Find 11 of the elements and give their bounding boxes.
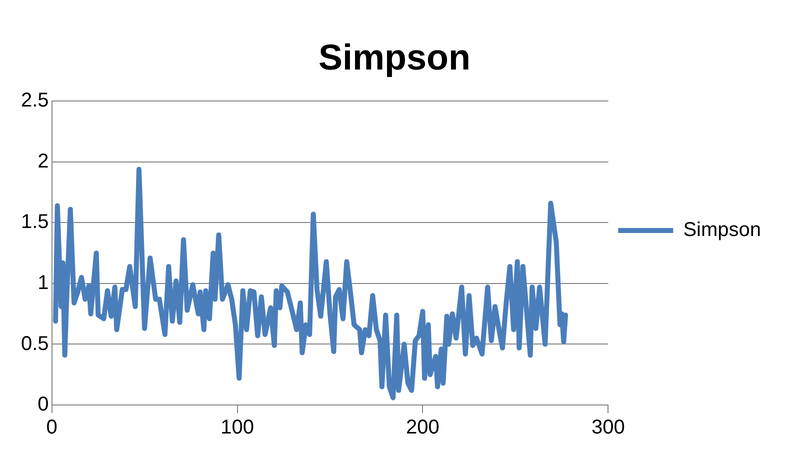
y-tick-label: 2 (38, 150, 49, 172)
y-tick-label: 2.5 (20, 90, 49, 112)
legend-label: Simpson (683, 219, 761, 242)
chart-title: Simpson (318, 36, 471, 78)
y-tick-label: 1 (38, 272, 49, 294)
y-tick-label: 0.5 (20, 332, 49, 355)
y-tick-label: 0 (38, 394, 49, 416)
x-tick-label: 100 (220, 416, 254, 439)
y-tick-label: 1.5 (20, 211, 49, 234)
x-tick-label: 300 (592, 416, 625, 439)
x-tick-label: 200 (406, 416, 440, 439)
